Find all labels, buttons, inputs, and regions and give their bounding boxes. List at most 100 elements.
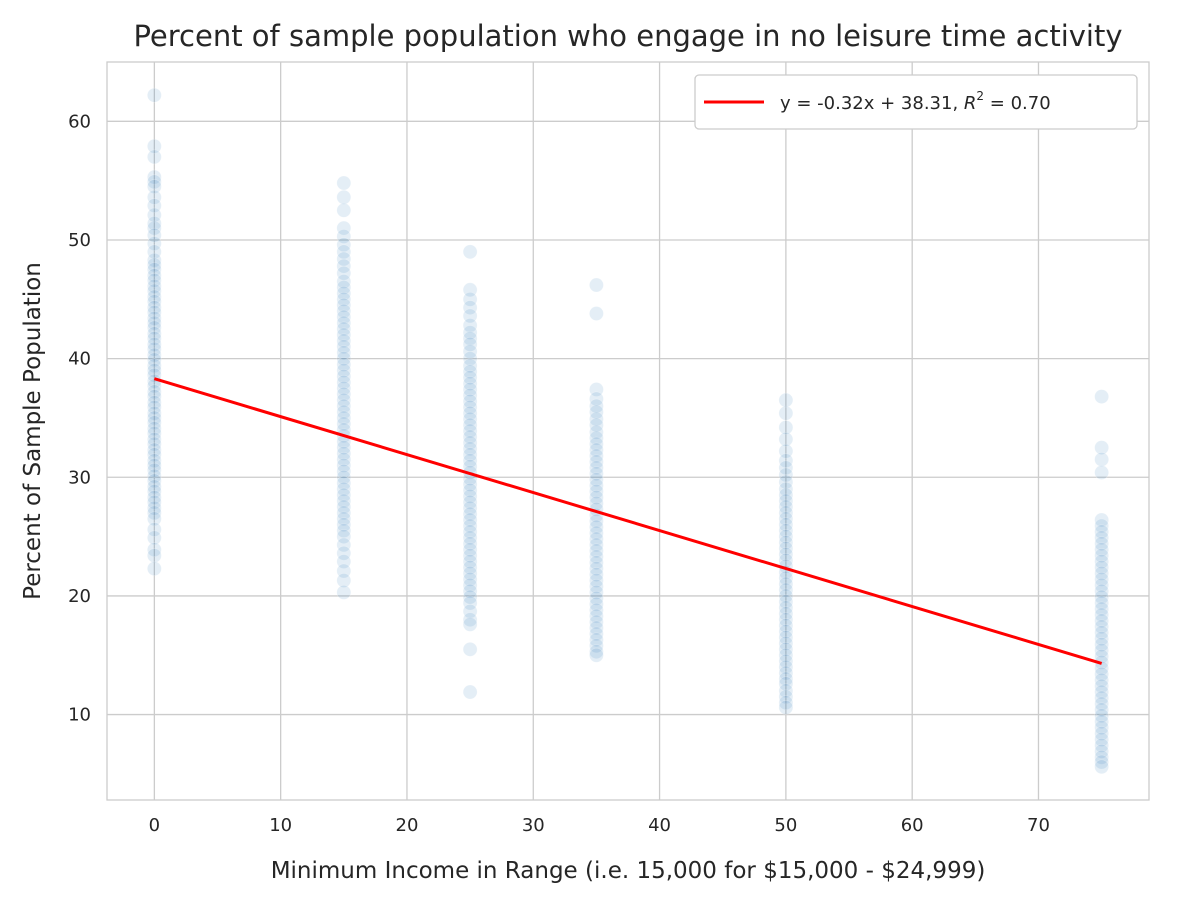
data-point	[336, 274, 352, 289]
data-point	[589, 638, 604, 654]
data-point	[1094, 536, 1109, 552]
data-point	[589, 585, 604, 600]
data-point	[336, 363, 352, 378]
data-point	[1094, 702, 1109, 718]
data-point	[1094, 512, 1109, 528]
data-point	[147, 305, 162, 320]
data-point	[336, 380, 352, 396]
data-point	[778, 481, 794, 497]
y-tick-label: 30	[68, 467, 91, 488]
data-point	[589, 398, 604, 414]
data-point	[336, 291, 352, 307]
data-point	[336, 517, 352, 533]
data-point	[336, 493, 352, 509]
data-point	[336, 545, 352, 561]
data-point	[336, 537, 352, 553]
data-point	[462, 612, 478, 627]
data-point	[589, 454, 604, 470]
data-point	[589, 644, 604, 659]
fit-line-group	[153, 377, 1103, 665]
data-point	[336, 265, 352, 281]
data-point	[336, 386, 352, 402]
data-point	[147, 363, 162, 378]
data-point	[778, 695, 794, 711]
data-point	[778, 392, 794, 408]
data-point	[336, 321, 352, 337]
data-point	[462, 494, 478, 510]
data-point	[147, 462, 162, 478]
data-point	[1094, 637, 1109, 652]
data-point	[778, 405, 794, 421]
data-point	[147, 494, 162, 510]
data-point	[589, 430, 604, 446]
x-tick-label: 50	[774, 815, 797, 836]
data-point	[589, 404, 604, 420]
data-point	[147, 405, 162, 421]
data-point	[1094, 759, 1109, 775]
data-point	[589, 602, 604, 618]
data-point	[1094, 613, 1109, 629]
data-point	[589, 442, 604, 458]
data-point	[589, 460, 604, 476]
data-point	[336, 511, 352, 527]
y-tick-label: 60	[68, 111, 91, 132]
data-point	[589, 567, 604, 582]
data-point	[589, 573, 604, 588]
data-point	[336, 410, 352, 426]
x-tick-label: 0	[149, 815, 160, 836]
data-point	[778, 505, 794, 521]
data-point	[589, 466, 604, 482]
data-point	[778, 618, 794, 633]
data-point	[336, 475, 352, 491]
data-point	[589, 555, 604, 571]
data-point	[462, 394, 478, 409]
data-point	[147, 331, 162, 346]
data-point	[147, 207, 162, 223]
data-point	[147, 530, 162, 546]
data-point	[778, 600, 794, 616]
data-point	[1094, 714, 1109, 729]
data-point	[336, 505, 352, 521]
data-point	[147, 484, 162, 499]
data-point	[336, 563, 352, 579]
data-point	[147, 300, 162, 315]
x-axis-ticks: 0 10 20 30 40 50 60 70	[149, 815, 1050, 836]
data-point	[778, 420, 794, 435]
data-point	[147, 468, 162, 484]
data-point	[778, 659, 794, 675]
data-point	[462, 423, 478, 439]
data-point	[147, 426, 162, 441]
data-point	[462, 337, 478, 352]
y-tick-label: 50	[68, 230, 91, 251]
data-point	[589, 411, 604, 427]
data-point	[336, 375, 352, 390]
data-point	[778, 594, 794, 610]
data-point	[778, 474, 794, 490]
x-tick-label: 60	[901, 815, 924, 836]
data-point	[778, 647, 794, 663]
data-point	[462, 536, 478, 552]
data-point	[147, 389, 162, 404]
legend-label: y = -0.32x + 38.31, R2 = 0.70	[780, 89, 1051, 114]
data-point	[147, 252, 162, 268]
data-point	[1094, 625, 1109, 641]
data-point	[462, 441, 478, 457]
data-point	[147, 421, 162, 436]
data-point	[336, 416, 352, 432]
data-point	[336, 487, 352, 503]
data-point	[336, 244, 352, 260]
data-point	[1094, 720, 1109, 735]
legend-box	[694, 74, 1138, 130]
grid-lines	[107, 62, 1149, 800]
data-point	[147, 490, 162, 505]
data-point	[1094, 726, 1109, 741]
x-axis-label: Minimum Income in Range (i.e. 15,000 for…	[271, 858, 986, 884]
data-point	[778, 653, 794, 669]
data-point	[147, 479, 162, 495]
data-point	[778, 700, 794, 715]
data-point	[462, 572, 478, 587]
y-axis-ticks: 10 20 30 40 50 60	[68, 111, 91, 725]
data-point	[462, 388, 478, 403]
data-point	[462, 560, 478, 575]
